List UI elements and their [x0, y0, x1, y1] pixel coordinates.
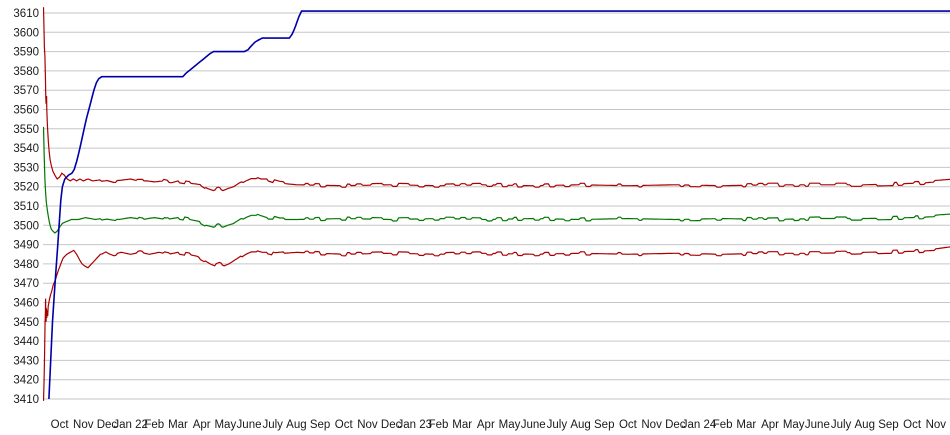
y-tick-label: 3440	[13, 336, 39, 348]
y-tick-label: 3420	[13, 375, 39, 387]
y-tick-label: 3530	[13, 162, 39, 174]
x-tick-label: Aug	[286, 419, 306, 431]
x-tick-label: Oct	[335, 419, 354, 431]
x-tick-label: Nov	[73, 419, 94, 431]
x-tick-label: Aug	[855, 419, 875, 431]
x-tick-label: Dec	[381, 419, 402, 431]
x-tick-label: Apr	[477, 419, 495, 431]
x-tick-label: Jan 24	[682, 419, 717, 431]
x-tick-label: Oct	[51, 419, 70, 431]
x-tick-label: May	[783, 419, 805, 431]
x-tick-label: Mar	[736, 419, 756, 431]
x-tick-label: June	[805, 419, 830, 431]
y-tick-label: 3550	[13, 124, 39, 136]
x-tick-label: Sep	[878, 419, 898, 431]
y-tick-label: 3480	[13, 259, 39, 271]
y-tick-label: 3560	[13, 105, 39, 117]
x-tick-label: Nov	[641, 419, 662, 431]
x-tick-label: Feb	[429, 419, 449, 431]
x-tick-label: Mar	[452, 419, 472, 431]
x-tick-label: July	[547, 419, 568, 431]
x-tick-label: Oct	[903, 419, 922, 431]
x-tick-label: Apr	[193, 419, 211, 431]
x-tick-label: Mar	[168, 419, 188, 431]
y-tick-label: 3470	[13, 278, 39, 290]
y-tick-label: 3600	[13, 27, 39, 39]
x-tick-label: Oct	[619, 419, 638, 431]
series-line-red-lower	[43, 246, 950, 401]
x-tick-label: June	[237, 419, 262, 431]
x-tick-label: May	[214, 419, 236, 431]
x-tick-label: July	[262, 419, 283, 431]
x-tick-label: May	[499, 419, 521, 431]
x-tick-label: Feb	[144, 419, 164, 431]
y-tick-label: 3430	[13, 355, 39, 367]
x-tick-label: Dec	[665, 419, 686, 431]
x-tick-label: Dec	[97, 419, 118, 431]
series-line-red-upper	[43, 7, 950, 192]
x-tick-label: Jan 22	[113, 419, 148, 431]
y-tick-label: 3580	[13, 66, 39, 78]
y-tick-label: 3520	[13, 182, 39, 194]
x-tick-label: Jan 23	[398, 419, 433, 431]
y-tick-label: 3590	[13, 47, 39, 59]
x-tick-label: July	[831, 419, 852, 431]
x-tick-label: Sep	[310, 419, 330, 431]
x-tick-label: Sep	[594, 419, 614, 431]
y-tick-label: 3610	[13, 8, 39, 20]
series-line-green-middle	[43, 126, 950, 234]
x-tick-label: June	[521, 419, 546, 431]
y-tick-label: 3540	[13, 143, 39, 155]
x-tick-label: Nov	[357, 419, 378, 431]
y-tick-label: 3490	[13, 240, 39, 252]
series-line-blue-stepped	[48, 10, 950, 400]
y-tick-label: 3500	[13, 220, 39, 232]
x-tick-label: Aug	[570, 419, 590, 431]
y-tick-label: 3450	[13, 317, 39, 329]
y-tick-label: 3460	[13, 298, 39, 310]
x-tick-label: Nov	[926, 419, 947, 431]
y-tick-label: 3570	[13, 85, 39, 97]
x-tick-label: Feb	[713, 419, 733, 431]
y-tick-label: 3410	[13, 394, 39, 406]
y-tick-label: 3510	[13, 201, 39, 213]
x-tick-label: Apr	[761, 419, 779, 431]
